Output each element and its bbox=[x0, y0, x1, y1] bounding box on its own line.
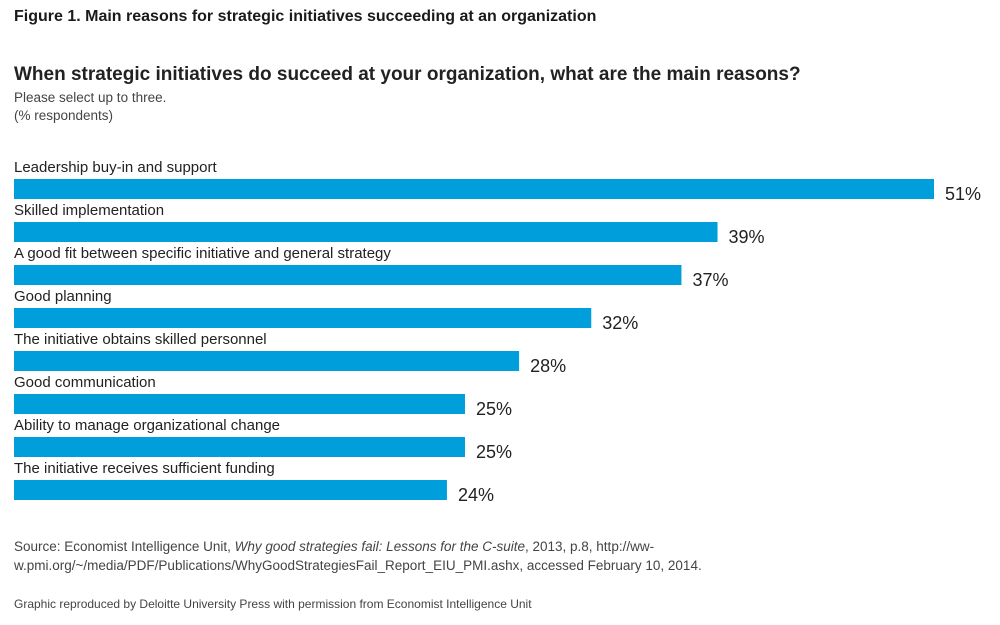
bar bbox=[14, 437, 465, 457]
chart-question: When strategic initiatives do succeed at… bbox=[14, 64, 801, 85]
category-label: Leadership buy-in and support bbox=[14, 159, 217, 176]
bar bbox=[14, 179, 934, 199]
value-label: 25% bbox=[476, 442, 512, 462]
value-label: 39% bbox=[729, 227, 765, 247]
category-label: The initiative receives sufficient fundi… bbox=[14, 460, 275, 477]
bar bbox=[14, 222, 718, 242]
value-label: 32% bbox=[602, 313, 638, 333]
category-label: A good fit between specific initiative a… bbox=[14, 245, 391, 262]
source-note: Source: Economist Intelligence Unit, Why… bbox=[14, 537, 774, 575]
value-label: 37% bbox=[692, 270, 728, 290]
source-prefix: Source: Economist Intelligence Unit, bbox=[14, 539, 235, 554]
value-label: 28% bbox=[530, 356, 566, 376]
bar bbox=[14, 480, 447, 500]
bar bbox=[14, 351, 520, 371]
value-label: 25% bbox=[476, 399, 512, 419]
bar bbox=[14, 394, 465, 414]
credit-note: Graphic reproduced by Deloitte Universit… bbox=[14, 597, 532, 611]
category-label: The initiative obtains skilled personnel bbox=[14, 331, 267, 348]
bar bbox=[14, 265, 682, 285]
category-label: Good communication bbox=[14, 374, 156, 391]
category-label: Ability to manage organizational change bbox=[14, 417, 280, 434]
source-suffix: , 2013, p.8, http://ww-w.pmi.org/~/media… bbox=[14, 539, 702, 573]
chart-instruction: Please select up to three. bbox=[14, 90, 167, 105]
chart-unit-note: (% respondents) bbox=[14, 108, 114, 123]
source-report-title: Why good strategies fail: Lessons for th… bbox=[234, 539, 525, 554]
bar-chart: Leadership buy-in and support 51% Skilled … bbox=[14, 159, 981, 505]
value-label: 24% bbox=[458, 485, 494, 505]
bar bbox=[14, 308, 592, 328]
value-label: 51% bbox=[945, 184, 981, 204]
category-label: Good planning bbox=[14, 288, 112, 305]
figure-title: Figure 1. Main reasons for strategic ini… bbox=[14, 8, 597, 25]
category-label: Skilled implementation bbox=[14, 202, 164, 219]
